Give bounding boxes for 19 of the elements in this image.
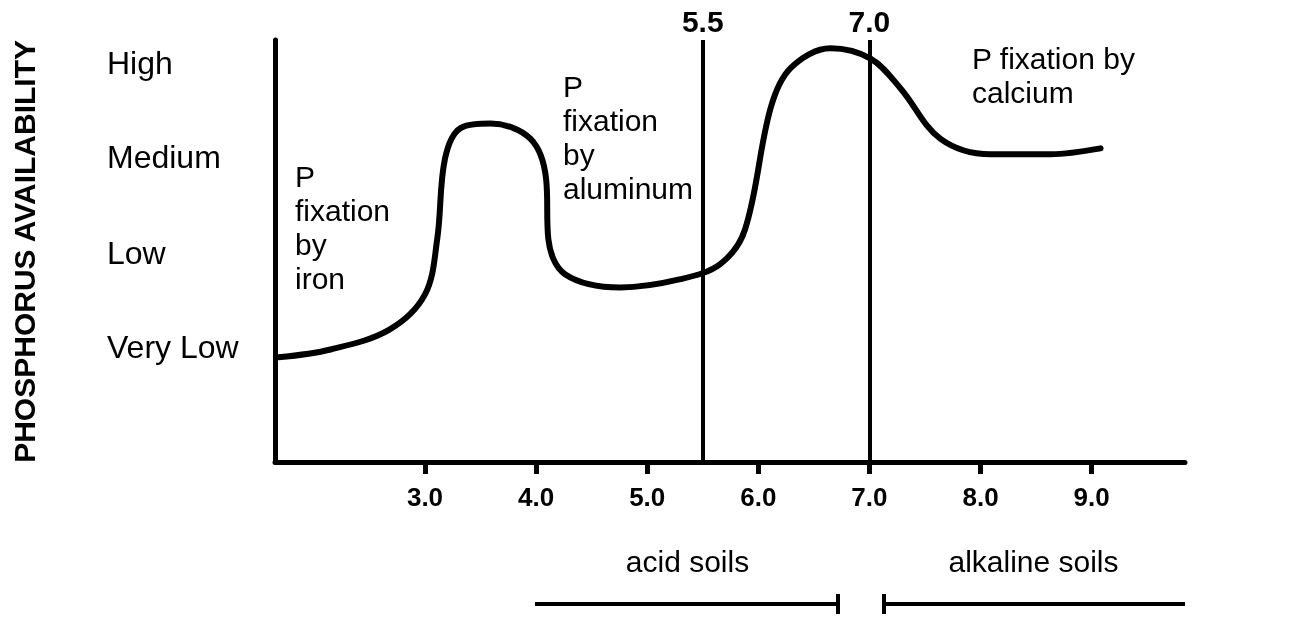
- x-tick-label: 4.0: [518, 482, 555, 512]
- text: acid soils: [624, 545, 751, 579]
- text: alkaline soils: [947, 545, 1120, 579]
- x-tick-label: 6.0: [740, 482, 777, 512]
- annotation: P fixation by aluminum: [563, 70, 694, 206]
- x-tick-label: 9.0: [1073, 482, 1110, 512]
- text: Medium: [107, 139, 221, 175]
- x-tick-label: 7.0: [851, 482, 888, 512]
- x-tick-label: 8.0: [962, 482, 999, 512]
- text: Very Low: [107, 329, 239, 365]
- text: High: [107, 45, 173, 81]
- annotation: P fixation by calcium: [972, 42, 1135, 110]
- x-tick-label: 5.0: [629, 482, 666, 512]
- x-tick-label: 3.0: [406, 482, 444, 512]
- text: Low: [107, 235, 166, 271]
- ref-line-label: 7.0: [848, 4, 891, 38]
- ref-line-label: 5.5: [681, 4, 724, 38]
- text: PHOSPHORUS AVAILABILITY: [8, 40, 42, 463]
- annotation: P fixation by iron: [295, 160, 391, 296]
